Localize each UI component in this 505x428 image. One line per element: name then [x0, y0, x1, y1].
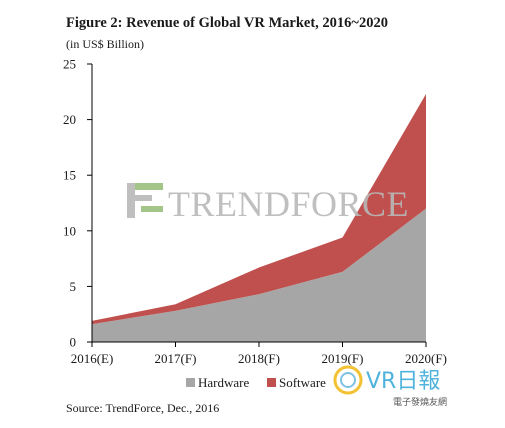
legend-label-software: Software [279, 375, 326, 390]
site-logo-subtext: 電子發燒友網 [393, 396, 447, 408]
y-tick-label: 5 [70, 279, 77, 294]
area-hardware [92, 208, 426, 342]
area-software [92, 94, 426, 325]
y-tick-label: 15 [63, 168, 76, 183]
y-tick-label: 25 [63, 57, 76, 72]
vr-ring-icon [333, 365, 363, 395]
chart-subtitle: (in US$ Billion) [66, 37, 144, 51]
plot-area: 0 5 10 15 20 25 2016(E) 2017(F) 2018(F) 2019(F) 20… [63, 57, 447, 367]
y-tick-label: 10 [63, 223, 76, 238]
site-logo-watermark: VR日報 電子發燒友網 [333, 365, 447, 408]
x-tick-label: 2016(E) [71, 351, 114, 366]
chart-title: Figure 2: Revenue of Global VR Market, 2… [66, 15, 388, 31]
x-tick-label: 2019(F) [322, 351, 364, 366]
y-tick-label: 20 [63, 112, 76, 127]
legend-swatch-software [267, 378, 276, 387]
chart-source: Source: TrendForce, Dec., 2016 [66, 401, 219, 415]
trendforce-wordmark: TRENDFORCE [168, 184, 409, 224]
y-tick-label: 0 [70, 335, 77, 350]
trendforce-logo-icon [127, 183, 163, 218]
site-logo-text: VR日報 [366, 369, 440, 394]
x-tick-label: 2020(F) [405, 351, 447, 366]
legend-swatch-hardware [186, 378, 195, 387]
x-tick-label: 2017(F) [155, 351, 197, 366]
chart-legend: Hardware Software [186, 375, 326, 390]
legend-label-hardware: Hardware [198, 375, 249, 390]
trendforce-watermark: TRENDFORCE [127, 183, 409, 224]
x-tick-label: 2018(F) [238, 351, 280, 366]
